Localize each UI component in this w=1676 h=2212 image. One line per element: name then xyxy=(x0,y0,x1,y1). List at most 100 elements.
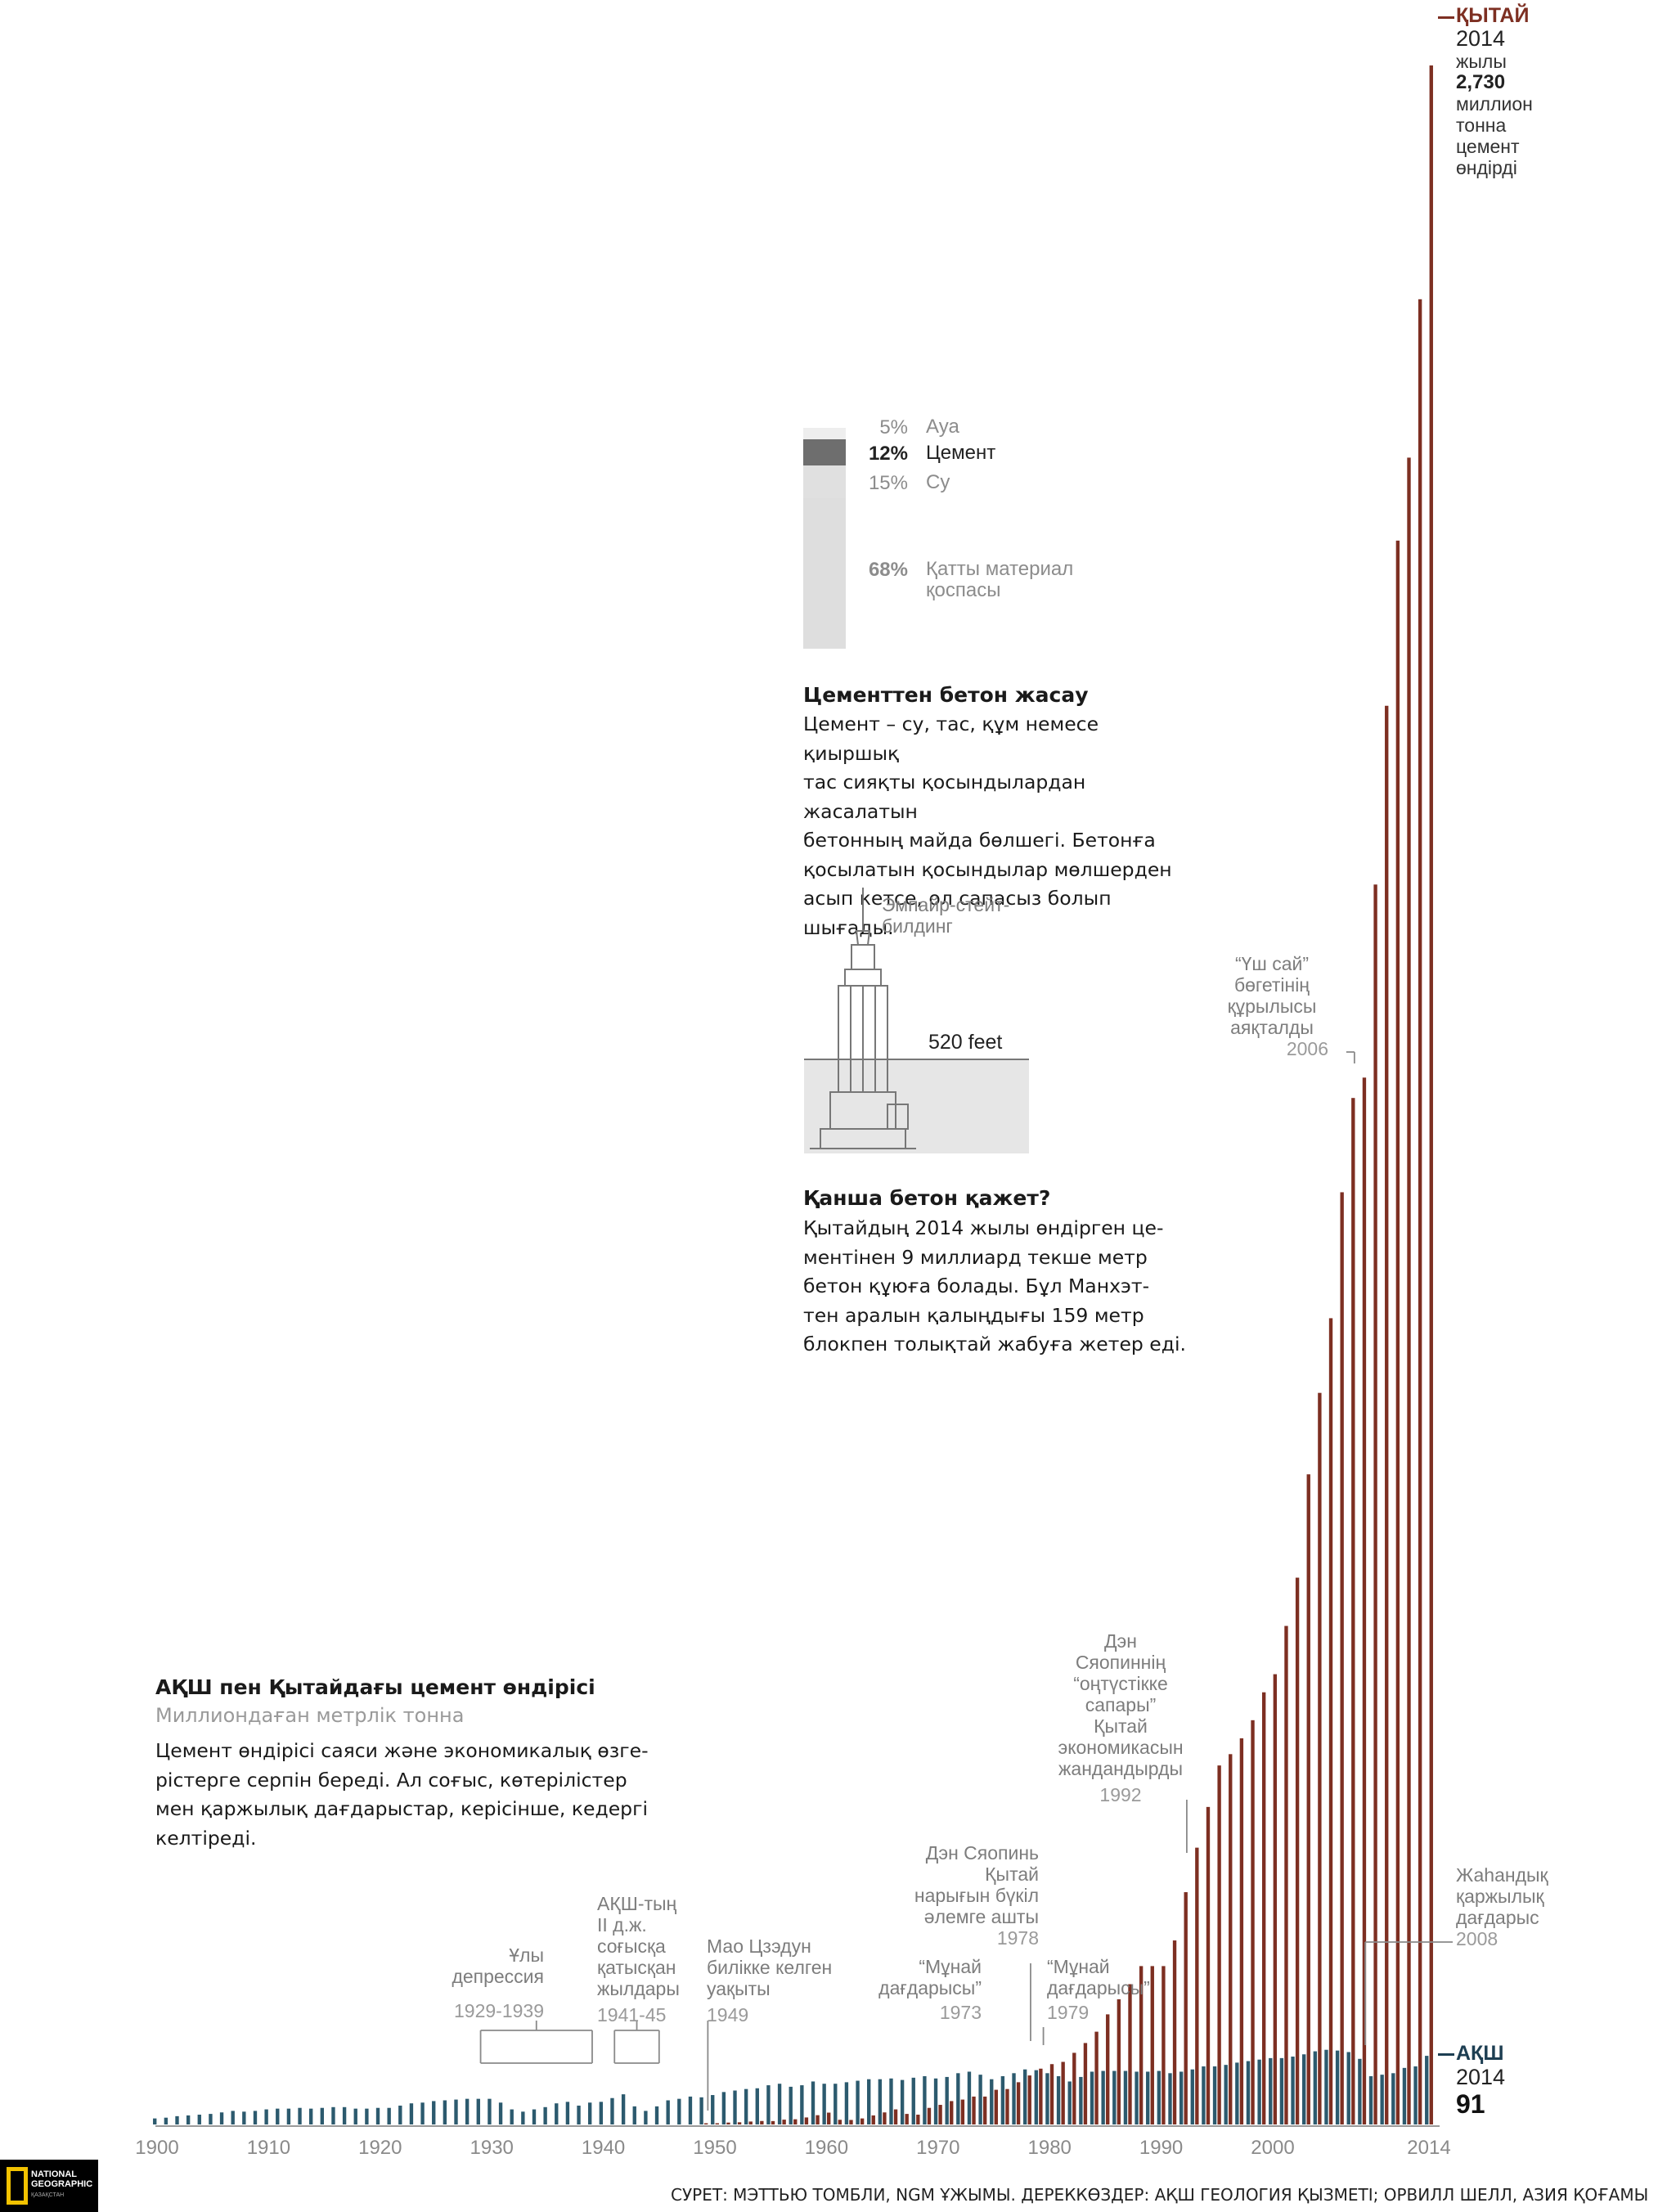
annotation-year: 1979 xyxy=(1047,2002,1090,2023)
annotation-text: дағдарысы” xyxy=(878,1977,982,1998)
bar-china xyxy=(994,2089,998,2124)
bar-china xyxy=(1306,1474,1310,2124)
bar-china xyxy=(737,2122,742,2124)
bar-china xyxy=(827,2112,831,2124)
bar-usa xyxy=(1368,2075,1373,2124)
concrete-mix-bar xyxy=(803,428,846,649)
bar-china xyxy=(1039,2068,1043,2124)
bar-usa xyxy=(353,2108,357,2124)
bar-usa xyxy=(409,2103,414,2124)
bar-usa xyxy=(900,2079,905,2124)
building-label: Эмпайр-стейт- билдинг xyxy=(882,894,1009,937)
annotation-text: экономикасын xyxy=(1058,1737,1184,1758)
annotation-text: “Мұнай xyxy=(1047,1956,1110,1977)
annotation-three-gorges: “Үш сай” бөгетінің құрылысы аяқталды 200… xyxy=(1211,953,1333,1059)
bar-usa xyxy=(789,2086,793,2124)
annotation-year: 1941-45 xyxy=(597,2004,667,2025)
bar-usa xyxy=(856,2080,860,2124)
chart-description-line-2: рістерге серпін береді. Ал соғыс, көтері… xyxy=(155,1768,627,1792)
bar-usa xyxy=(677,2098,681,2124)
concrete-mix-body-line-5: асып кетсе, ол сапасыз болып шығады. xyxy=(803,887,1112,939)
china-series xyxy=(703,65,1433,2125)
bar-china xyxy=(1418,299,1422,2124)
bar-usa xyxy=(577,2105,581,2124)
usa-series-year: 2014 xyxy=(1456,2065,1506,2089)
bar-usa xyxy=(1202,2066,1206,2124)
bar-usa xyxy=(1034,2070,1038,2124)
bar-usa xyxy=(688,2096,693,2124)
usa-series-value: 91 xyxy=(1456,2089,1485,2119)
x-tick-label: 1960 xyxy=(805,2137,848,2159)
bar-china xyxy=(927,2107,932,2124)
bar-usa xyxy=(967,2071,972,2124)
bar-china xyxy=(1429,65,1433,2124)
bar-usa xyxy=(644,2111,648,2124)
bar-usa xyxy=(443,2100,447,2124)
building-height-label: 520 feet xyxy=(928,1031,1003,1054)
mix-pct-water: 15% xyxy=(868,472,908,494)
bar-china xyxy=(1362,1077,1367,2124)
annotation-text: жандандырды xyxy=(1058,1758,1183,1779)
bar-usa xyxy=(532,2109,537,2124)
usa-label-tick xyxy=(1438,2053,1454,2056)
bar-usa xyxy=(264,2109,268,2124)
annotation-text: соғысқа xyxy=(597,1936,666,1957)
annotation-text: Қытай xyxy=(985,1864,1039,1885)
bar-china xyxy=(1273,1674,1278,2124)
china-label-tick xyxy=(1438,16,1454,19)
chart-description-line-3: мен қаржылық дағдарыстар, керісінше, кед… xyxy=(155,1797,648,1820)
building-label-line-1: Эмпайр-стейт- xyxy=(882,894,1010,915)
bar-china xyxy=(760,2120,764,2124)
bar-usa xyxy=(777,2084,782,2124)
bar-usa xyxy=(1235,2062,1239,2124)
bar-usa xyxy=(1402,2067,1407,2124)
bar-usa xyxy=(755,2088,759,2124)
annotation-text: құрылысы xyxy=(1227,996,1317,1017)
bar-china xyxy=(1261,1692,1266,2124)
annotation-year: 1929-1939 xyxy=(454,2000,544,2021)
bar-china xyxy=(1318,1392,1322,2124)
bar-usa xyxy=(1413,2066,1418,2124)
mix-segment-air xyxy=(803,428,846,439)
bar-usa xyxy=(153,2118,157,2124)
bar-usa xyxy=(510,2109,514,2124)
concrete-mix-body-line-3: бетонның майда бөлшегі. Бетонға xyxy=(803,829,1156,852)
bar-usa xyxy=(186,2115,191,2124)
bar-usa xyxy=(1101,2070,1105,2124)
bar-china xyxy=(860,2118,865,2124)
bar-usa xyxy=(867,2079,871,2124)
annotation-year: 1978 xyxy=(996,1927,1039,1949)
bar-china xyxy=(1373,884,1377,2124)
bar-china xyxy=(1139,1966,1144,2124)
bar-usa xyxy=(175,2115,179,2124)
annotation-text: Ұлы xyxy=(509,1944,544,1966)
how-much-body-line-5: блокпен толықтай жабуға жетер еді. xyxy=(803,1333,1186,1356)
bar-usa xyxy=(1380,2075,1384,2124)
mix-pct-air: 5% xyxy=(879,416,908,438)
annotation-text: АҚШ-тың xyxy=(597,1893,677,1914)
bar-china xyxy=(938,2105,942,2124)
bar-usa xyxy=(242,2111,246,2124)
bar-usa xyxy=(621,2094,626,2124)
logo-text: NATIONAL GEOGRAPHIC xyxy=(31,2169,92,2189)
credits-line: СУРЕТ: МЭТТЬЮ ТОМБЛИ, NGM ҰЖЫМЫ. ДЕРЕККӨ… xyxy=(671,2185,1649,2205)
how-much-body-line-1: Қытайдың 2014 жылы өндірген це- xyxy=(803,1216,1164,1239)
bar-china xyxy=(771,2120,775,2124)
bar-usa xyxy=(1425,2056,1429,2124)
bar-usa xyxy=(811,2081,816,2124)
bar-usa xyxy=(387,2107,391,2124)
mix-label-water: Су xyxy=(926,471,950,493)
bar-china xyxy=(1251,1720,1255,2124)
bar-china xyxy=(1072,2052,1076,2124)
bar-usa xyxy=(1045,2073,1049,2124)
x-tick-label: 1900 xyxy=(135,2137,178,2159)
bar-usa xyxy=(1135,2071,1139,2124)
bar-china xyxy=(1284,1625,1288,2124)
bar-usa xyxy=(990,2079,994,2124)
annotation-text: “оңтүстікке xyxy=(1073,1673,1168,1694)
bar-usa xyxy=(822,2084,826,2124)
bar-usa xyxy=(766,2085,771,2124)
how-much-body-line-2: ментінен 9 миллиард текше метр xyxy=(803,1245,1148,1269)
annotation-year: 2006 xyxy=(1286,1038,1328,1059)
x-tick-label: 1920 xyxy=(358,2137,402,2159)
